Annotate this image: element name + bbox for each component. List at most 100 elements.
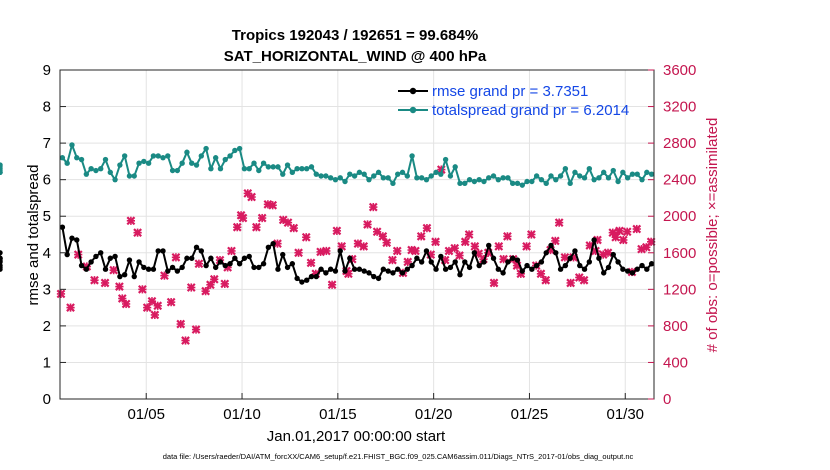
obs-assimilated-marker [56,289,66,299]
totalspread-point [533,173,540,179]
rmse-point [572,248,578,254]
rmse-point [586,259,593,265]
totalspread-point [624,175,631,181]
rmse-point [452,259,458,265]
totalspread-point [481,178,487,185]
rmse-point [270,240,276,247]
obs-assimilated-marker [416,231,426,241]
obs-assimilated-marker [186,283,196,292]
rmse-point [529,266,535,272]
rmse-point [644,266,650,272]
rmse-point [447,264,454,271]
legend: rmse grand pr = 3.7351 totalspread grand… [398,83,629,119]
totalspread-point [648,171,655,177]
x-tick-label: 01/30 [606,406,644,423]
y-right-tick-label: 2400 [663,172,696,189]
totalspread-point [313,171,319,177]
totalspread-point [236,145,243,152]
obs-assimilated-marker [536,269,546,279]
obs-assimilated-marker [503,231,512,241]
legend-spread-label: totalspread grand pr = 6.2014 [432,102,629,119]
rmse-point [155,248,161,254]
totalspread-point [241,166,248,172]
totalspread-point [294,166,300,172]
x-tick-label: 01/15 [319,406,357,423]
y-right-tick-label: 3200 [663,99,696,116]
totalspread-point [83,171,90,177]
rmse-point [462,259,468,265]
totalspread-point [141,158,147,165]
obs-assimilated-marker [622,227,632,237]
rmse-point [471,250,478,256]
totalspread-point [414,175,420,181]
totalspread-point [581,175,588,181]
totalspread-point [605,175,612,181]
rmse-point [562,262,569,269]
totalspread-point [610,167,616,174]
rmse-point [93,253,99,260]
obs-assimilated-marker [268,200,278,210]
axis-ticks: 0 1 2 3 4 5 6 7 8 9 0 400 800 1200 1600 2000 2400 2800 320… [43,62,697,423]
totalspread-point [438,171,444,177]
totalspread-point [356,169,363,176]
totalspread-point [476,176,482,183]
rmse-point [538,259,545,265]
rmse-point [596,255,602,261]
totalspread-point [490,173,497,179]
totalspread-point [150,153,157,159]
obs-assimilated-marker [142,303,152,312]
obs-assimilated-marker [550,236,560,246]
obs-assimilated-marker [522,242,531,251]
y-tick-label: 3 [43,281,51,298]
rmse-point [189,255,195,261]
obs-assimilated-marker [554,218,564,227]
obs-assimilated-marker [171,252,181,262]
rmse-point [533,262,540,269]
obs-assimilated-marker [220,279,230,289]
totalspread-point [69,142,75,148]
totalspread-point [227,153,233,159]
obs-assimilated-marker [615,226,624,236]
rmse-point [577,262,583,269]
rmse-point [481,259,487,265]
totalspread-point [428,173,434,179]
obs-assimilated-marker [327,280,337,290]
obs-assimilated-marker [359,242,369,251]
rmse-point [141,264,147,271]
totalspread-point [308,164,315,170]
rmse-point [227,261,233,267]
totalspread-point [217,166,224,172]
obs-assimilated-marker [541,275,551,285]
totalspread-point [509,180,516,187]
obs-assimilated-marker [150,310,160,320]
y-tick-label: 2 [43,318,51,335]
totalspread-point [121,153,128,159]
obs-assimilated-marker [121,299,131,309]
totalspread-point [634,171,640,177]
obs-assimilated-marker [194,259,204,269]
totalspread-point [270,164,276,170]
totalspread-point [179,160,185,166]
rmse-point [150,266,157,272]
totalspread-point [117,162,123,168]
obs-assimilated-marker [90,275,99,285]
rmse-point [59,224,66,230]
rmse-point [476,262,482,269]
rmse-point [442,266,449,272]
totalspread-point [447,173,454,179]
totalspread-point [193,162,200,168]
totalspread-point [395,171,401,177]
rmse-point [418,259,425,265]
totalspread-point [323,173,329,179]
obs-assimilated-marker [176,319,186,329]
y-axis-right-label: # of obs: o=possible; ×=assimilated [704,118,721,353]
y-right-tick-label: 3600 [663,62,696,79]
x-tick-label: 01/20 [415,406,453,423]
totalspread-point [452,164,458,170]
y-axis-label: rmse and totalspread [25,165,42,306]
obs-assimilated-marker [464,230,474,239]
totalspread-point [327,175,334,181]
totalspread-point [203,145,209,152]
totalspread-point [409,153,415,159]
rmse-point [433,266,439,272]
